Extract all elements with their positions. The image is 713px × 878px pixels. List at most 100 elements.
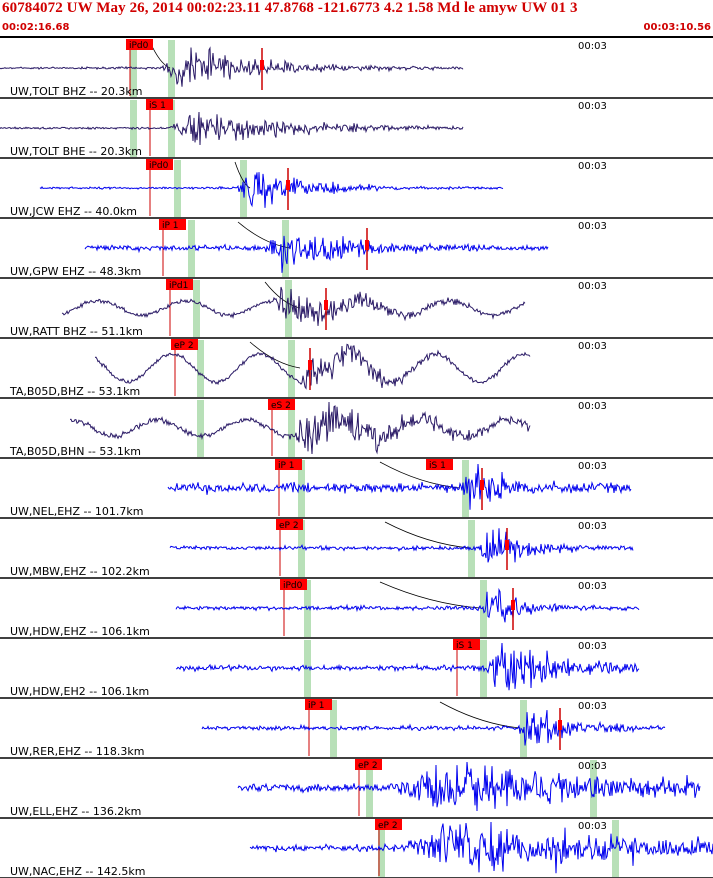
amplitude-marker-box [511, 600, 515, 610]
minute-label: 00:03 [578, 821, 607, 832]
seismic-trace [237, 761, 701, 812]
pick-label: eP 2 [174, 341, 194, 351]
channel-label: TA,B05D,BHN -- 53.1km [9, 445, 141, 458]
seismic-trace [94, 343, 531, 390]
arrival-curve [384, 521, 471, 549]
pick-label: iP 1 [308, 701, 325, 711]
pick-label: eP 2 [279, 521, 299, 531]
minute-label: 00:03 [578, 521, 607, 532]
channel-label: UW,ELL,EHZ -- 136.2km [10, 805, 141, 818]
seismic-trace [84, 235, 549, 273]
pick-label: iS 1 [456, 641, 473, 651]
seismic-trace [175, 587, 640, 623]
pick-box [166, 279, 193, 290]
pick-label: eP 2 [378, 821, 398, 831]
phase-shade [130, 100, 137, 157]
phase-shade [288, 340, 295, 397]
pick-box [305, 699, 332, 710]
header-bar: 60784072 UW May 26, 2014 00:02:23.11 47.… [0, 0, 713, 38]
phase-shade [282, 220, 289, 277]
arrival-curve [379, 581, 481, 609]
channel-row: 00:03 eP 2 TA,B05D,BHZ -- 53.1km [0, 339, 713, 399]
seismic-trace [69, 401, 531, 455]
channel-label: UW,MBW,EHZ -- 102.2km [10, 565, 150, 578]
pick-box [146, 99, 173, 110]
minute-label: 00:03 [578, 41, 607, 52]
pick-label: iPd1 [169, 281, 188, 291]
channel-label: UW,RER,EHZ -- 118.3km [10, 745, 144, 758]
seismic-trace [39, 172, 504, 208]
minute-label: 00:03 [578, 581, 607, 592]
channel-row: 00:03 iP 1 UW,GPW EHZ -- 48.3km [0, 219, 713, 279]
amplitude-marker-box [558, 720, 562, 730]
pick-label: eP 2 [358, 761, 378, 771]
arrival-curve [234, 161, 251, 189]
pick-box [268, 399, 295, 410]
amplitude-marker-box [260, 60, 264, 70]
channel-row: 00:03 eP 2 UW,ELL,EHZ -- 136.2km [0, 759, 713, 819]
channel-row: 00:03 iP 1 UW,RER,EHZ -- 118.3km [0, 699, 713, 759]
pick-label: iPd0 [149, 161, 169, 171]
channel-row: 00:03 iP 1 iS 1 UW,NEL,EHZ -- 101.7km [0, 459, 713, 519]
seismic-trace [169, 528, 634, 563]
minute-label: 00:03 [578, 341, 607, 352]
minute-label: 00:03 [578, 401, 607, 412]
seismic-trace [201, 710, 666, 746]
seismic-trace [61, 286, 526, 326]
time-end: 00:03:10.56 [643, 22, 711, 33]
event-title: 60784072 UW May 26, 2014 00:02:23.11 47.… [2, 0, 578, 16]
pick-box [276, 519, 303, 530]
pick-box [275, 459, 302, 470]
pick-box [280, 579, 307, 590]
minute-label: 00:03 [578, 101, 607, 112]
phase-shade [168, 100, 175, 157]
channel-label: UW,JCW EHZ -- 40.0km [10, 205, 137, 218]
phase-shade [197, 340, 204, 397]
pick-label: iS 1 [429, 461, 446, 471]
channel-label: UW,NAC,EHZ -- 142.5km [10, 865, 145, 878]
minute-label: 00:03 [578, 161, 607, 172]
minute-label: 00:03 [578, 221, 607, 232]
arrival-curve [237, 221, 291, 249]
phase-shade [462, 460, 469, 517]
pick-box [146, 159, 173, 170]
channel-label: UW,GPW EHZ -- 48.3km [10, 265, 141, 278]
channel-row: 00:03 iPd0 UW,TOLT BHZ -- 20.3km [0, 39, 713, 99]
minute-label: 00:03 [578, 461, 607, 472]
phase-shade [590, 760, 597, 817]
pick-box [375, 819, 402, 830]
pick-label: iPd0 [129, 41, 149, 51]
channel-row: 00:03 iPd0 UW,HDW,EHZ -- 106.1km [0, 579, 713, 639]
amplitude-marker-box [480, 480, 484, 490]
channel-row: 00:03 iPd0 UW,JCW EHZ -- 40.0km [0, 159, 713, 219]
seismic-trace [0, 46, 464, 87]
pick-box [453, 639, 480, 650]
minute-label: 00:03 [578, 281, 607, 292]
minute-label: 00:03 [578, 641, 607, 652]
channel-row: 00:03 iPd1 UW,RATT BHZ -- 51.1km [0, 279, 713, 339]
channel-label: UW,NEL,EHZ -- 101.7km [10, 505, 144, 518]
phase-shade [288, 400, 295, 457]
phase-shade [298, 520, 305, 577]
pick-label: eS 2 [271, 401, 291, 411]
channel-label: UW,RATT BHZ -- 51.1km [10, 325, 143, 338]
channel-label: UW,HDW,EH2 -- 106.1km [10, 685, 149, 698]
pick-box [355, 759, 382, 770]
arrival-curve [439, 701, 521, 729]
channel-row: 00:03 iS 1 UW,TOLT BHE -- 20.3km [0, 99, 713, 159]
channel-row: 00:03 eP 2 UW,NAC,EHZ -- 142.5km [0, 819, 713, 878]
phase-shade [197, 400, 204, 457]
channel-row: 00:03 eP 2 UW,MBW,EHZ -- 102.2km [0, 519, 713, 579]
pick-label: iPd0 [283, 581, 303, 591]
phase-shade [366, 760, 373, 817]
channel-row: 00:03 iS 1 UW,HDW,EH2 -- 106.1km [0, 639, 713, 699]
seismic-trace [167, 463, 632, 510]
amplitude-marker-box [324, 300, 328, 310]
phase-shade [193, 280, 200, 337]
channel-label: TA,B05D,BHZ -- 53.1km [9, 385, 140, 398]
pick-box [159, 219, 186, 230]
amplitude-marker-box [505, 540, 509, 550]
pick-label: iP 1 [162, 221, 179, 231]
pick-box [126, 39, 153, 50]
